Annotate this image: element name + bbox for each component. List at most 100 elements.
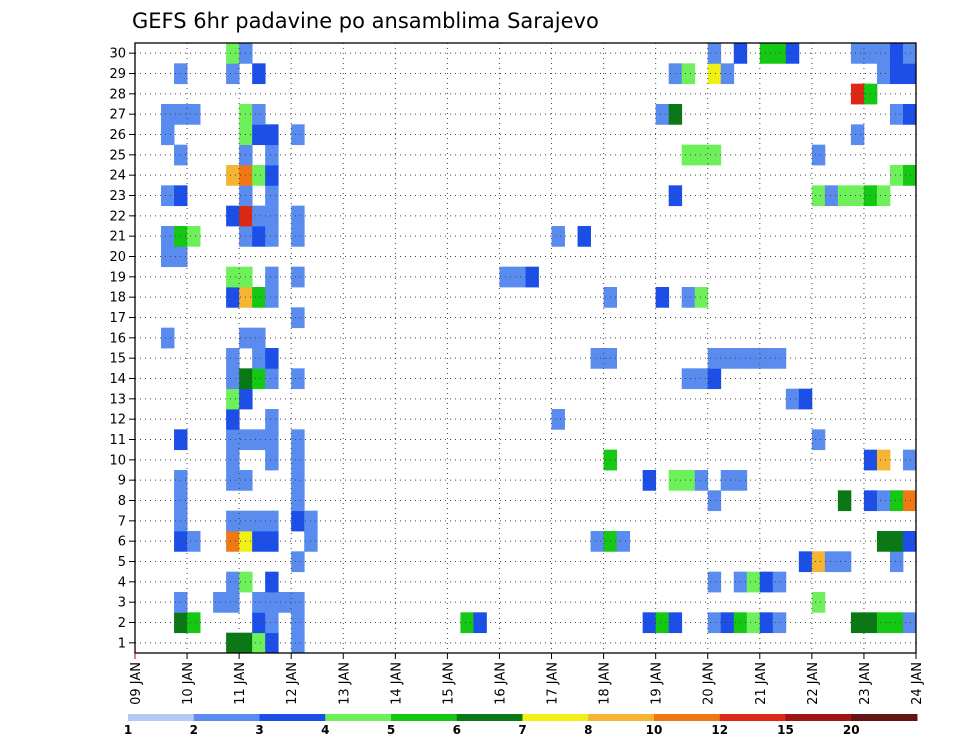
heat-cell <box>811 592 826 613</box>
heat-cell <box>811 185 826 207</box>
heat-cell <box>265 632 279 654</box>
heat-cell <box>655 612 670 634</box>
heat-cell <box>902 490 917 512</box>
y-tick-label: 30 <box>109 47 126 62</box>
y-tick-label: 21 <box>109 230 126 245</box>
heat-cell <box>707 490 722 512</box>
heat-cell <box>265 429 279 451</box>
x-tick-label: 16 JAN <box>493 662 508 705</box>
colorbar-label: 6 <box>453 723 461 737</box>
heat-cell <box>226 205 240 227</box>
y-tick-label: 16 <box>109 331 126 346</box>
y-tick-label: 12 <box>109 413 126 428</box>
colorbar-swatch <box>128 714 195 721</box>
heat-cell <box>876 43 891 64</box>
heat-cell <box>707 43 722 64</box>
heat-cell <box>707 368 722 390</box>
heat-cell <box>655 287 670 308</box>
y-tick-label: 20 <box>109 250 126 265</box>
heat-cell <box>902 63 917 85</box>
y-tick-label: 25 <box>109 148 126 163</box>
heat-cell <box>837 490 852 512</box>
heat-cell <box>278 592 292 613</box>
heat-cell <box>720 612 735 634</box>
y-tick-label: 17 <box>109 311 126 326</box>
heat-cell <box>265 185 279 207</box>
heat-cell <box>720 470 735 491</box>
heat-cell <box>226 510 240 532</box>
heatmap-cells <box>161 43 917 654</box>
heat-cell <box>252 531 266 552</box>
heat-cell <box>759 348 774 369</box>
heat-cell <box>265 266 279 288</box>
heat-cell <box>694 144 709 166</box>
heat-cell <box>226 43 240 64</box>
heat-cell <box>876 531 891 552</box>
colorbar-label: 8 <box>584 723 592 737</box>
heat-cell <box>759 612 774 634</box>
heat-cell <box>850 185 865 207</box>
y-tick-label: 6 <box>118 535 126 550</box>
heat-cell <box>577 226 591 247</box>
heat-cell <box>226 531 240 552</box>
heat-cell <box>707 63 722 85</box>
heat-cell <box>694 470 709 491</box>
heat-cell <box>187 104 201 125</box>
plot-frame <box>134 42 917 654</box>
heat-cell <box>265 449 279 471</box>
heat-cell <box>226 470 240 491</box>
heat-cell <box>785 43 800 64</box>
heat-cell <box>226 632 240 654</box>
heat-cell <box>889 490 904 512</box>
x-tick-label: 15 JAN <box>441 662 456 705</box>
y-tick-label: 28 <box>109 87 126 102</box>
y-tick-label: 2 <box>118 616 126 631</box>
y-tick-label: 24 <box>109 169 126 184</box>
heat-cell <box>226 266 240 288</box>
heat-cell <box>252 63 266 85</box>
heat-cell <box>590 348 604 369</box>
x-tick-label: 22 JAN <box>806 662 821 705</box>
y-tick-label: 7 <box>118 514 126 529</box>
heat-cell <box>161 104 175 125</box>
y-tick-label: 14 <box>109 372 126 387</box>
heat-cell <box>226 571 240 593</box>
heat-cell <box>512 266 526 288</box>
heat-cell <box>187 612 201 634</box>
heat-cell <box>252 287 266 308</box>
y-tick-label: 4 <box>118 575 126 590</box>
heat-cell <box>902 43 917 64</box>
heat-cell <box>265 531 279 552</box>
colorbar-label: 4 <box>321 723 329 737</box>
heat-cell <box>291 490 305 512</box>
colorbar-swatch <box>325 714 392 721</box>
colorbar-swatch <box>785 714 852 721</box>
x-tick-label: 24 JAN <box>910 662 925 705</box>
y-tick-label: 18 <box>109 291 126 306</box>
heat-cell <box>291 368 305 390</box>
colorbar-label: 3 <box>255 723 263 737</box>
heat-cell <box>746 348 761 369</box>
heat-cell <box>811 429 826 451</box>
heat-cell <box>681 368 696 390</box>
colorbar-label: 20 <box>843 723 860 737</box>
heat-cell <box>759 43 774 64</box>
y-tick-label: 26 <box>109 128 126 143</box>
colorbar-swatch <box>719 714 786 721</box>
heat-cell <box>226 409 240 430</box>
heat-cell <box>707 571 722 593</box>
heat-cell <box>460 612 474 634</box>
heat-cell <box>850 612 865 634</box>
chart-title: GEFS 6hr padavine po ansamblima Sarajevo <box>132 9 599 33</box>
heat-cell <box>902 104 917 125</box>
heat-cell <box>252 348 266 369</box>
heat-cell <box>265 612 279 634</box>
colorbar-swatch <box>851 714 918 721</box>
heat-cell <box>187 531 201 552</box>
heat-cell <box>265 368 279 390</box>
x-tick-label: 17 JAN <box>546 662 561 705</box>
heat-cell <box>161 327 175 349</box>
heat-cell <box>889 43 904 64</box>
heat-cell <box>226 388 240 410</box>
heat-cell <box>291 612 305 634</box>
